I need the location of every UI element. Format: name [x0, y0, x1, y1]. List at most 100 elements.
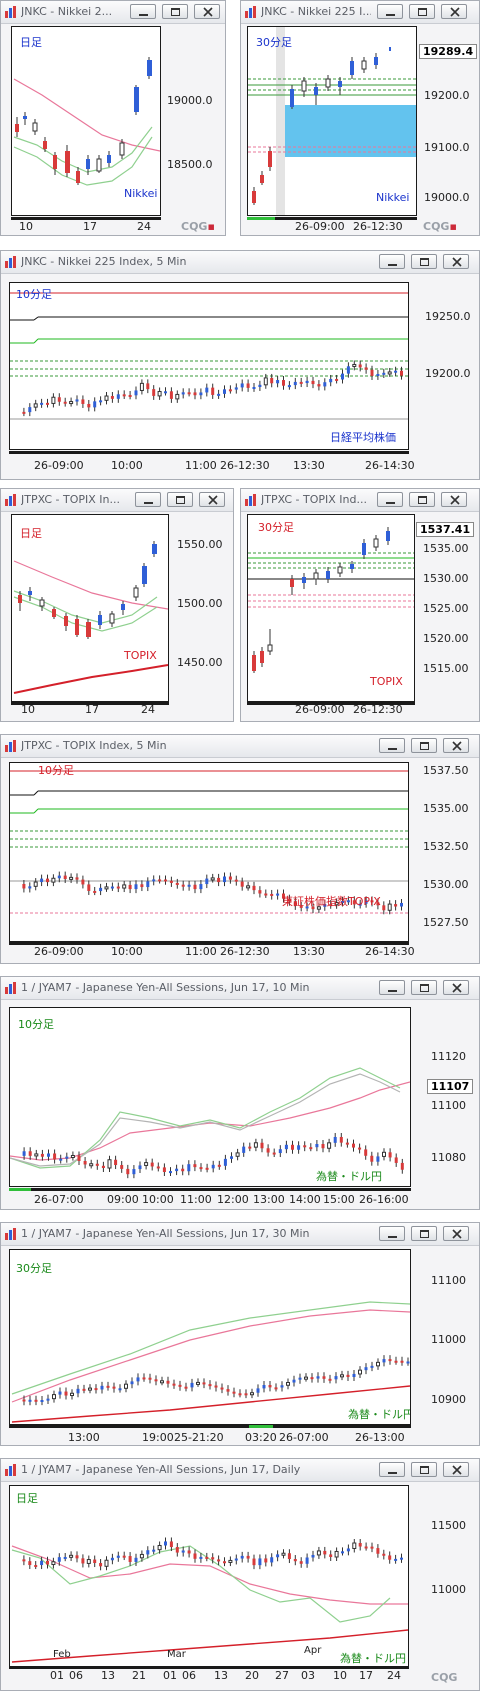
chart-window-topix-5min[interactable]: JTPXC - TOPIX Index, 5 Min 10分足 東証株価指数TO… — [0, 734, 480, 964]
close-button[interactable] — [443, 1462, 469, 1477]
window-titlebar[interactable]: JTPXC - TOPIX Index, 5 Min — [1, 735, 479, 758]
minimize-button[interactable] — [130, 4, 156, 19]
chart-window-yen-10min[interactable]: 1 / JYAM7 - Japanese Yen-All Sessions, J… — [0, 976, 480, 1210]
minimize-button[interactable] — [135, 492, 161, 507]
y-tick-label: 1525.00 — [423, 602, 469, 615]
maximize-button[interactable] — [411, 1226, 437, 1241]
x-tick-label: 26-07:00 — [279, 1431, 329, 1444]
candlestick-chart — [13, 57, 160, 186]
close-button[interactable] — [443, 738, 469, 753]
chart-app-icon — [5, 494, 16, 506]
symbol-label: TOPIX — [124, 649, 157, 662]
y-tick-label: 11120 — [431, 1050, 466, 1063]
time-axis-bar — [11, 217, 161, 220]
maximize-button[interactable] — [411, 1462, 437, 1477]
chart-window-topix-daily[interactable]: JTPXC - TOPIX In... — [0, 488, 234, 722]
period-label: 日足 — [20, 527, 42, 540]
candlestick-chart — [10, 770, 408, 915]
close-button[interactable] — [441, 492, 467, 507]
symbol-label: 為替・ドル円 — [340, 1652, 406, 1665]
candles — [252, 47, 391, 205]
symbol-label: 日経平均株価 — [330, 431, 396, 444]
chart-window-yen-daily[interactable]: 1 / JYAM7 - Japanese Yen-All Sessions, J… — [0, 1458, 480, 1691]
maximize-button[interactable] — [411, 254, 437, 269]
x-tick-label: 26-16:00 — [359, 1193, 409, 1206]
x-tick-label: 06 — [69, 1669, 83, 1682]
window-titlebar[interactable]: JNKC - Nikkei 225 Index, 5 Min — [1, 251, 479, 274]
candles — [22, 1355, 410, 1406]
x-tick-label: 26-07:00 — [34, 1193, 84, 1206]
x-tick-label: 26-12:30 — [220, 945, 270, 958]
y-tick-label: 19250.0 — [425, 310, 471, 323]
y-tick-label: 18500.0 — [167, 158, 213, 171]
y-tick-label: 10900 — [431, 1393, 466, 1406]
close-button[interactable] — [199, 492, 225, 507]
minimize-button[interactable] — [379, 254, 405, 269]
symbol-label: Nikkei — [376, 191, 410, 204]
x-tick-label: 10:00 — [142, 1193, 174, 1206]
window-titlebar[interactable]: JTPXC - TOPIX Ind... — [241, 489, 479, 512]
chart-window-topix-30min[interactable]: JTPXC - TOPIX Ind... — [240, 488, 480, 722]
chart-window-nikkei-5min[interactable]: JNKC - Nikkei 225 Index, 5 Min 10分足 日経平均… — [0, 250, 480, 480]
maximize-button[interactable] — [411, 738, 437, 753]
chart-plot-area[interactable]: 日足 TOPIX — [11, 514, 169, 702]
x-tick-label: 10 — [21, 703, 35, 716]
chart-plot-area[interactable]: 30分足 TOPIX — [247, 514, 415, 702]
maximize-button[interactable] — [167, 492, 193, 507]
chart-plot-area[interactable]: 10分足 東証株価指数TOPIX — [9, 762, 409, 942]
y-tick-label: 11100 — [431, 1099, 466, 1112]
minimize-button[interactable] — [379, 738, 405, 753]
chart-plot-area[interactable]: 30分足 為替・ドル円 — [9, 1249, 411, 1425]
close-button[interactable] — [443, 1226, 469, 1241]
x-tick-label: 26-14:30 — [365, 945, 415, 958]
time-axis-bar — [9, 451, 409, 454]
close-button[interactable] — [443, 254, 469, 269]
chart-app-icon — [5, 1228, 16, 1240]
maximize-button[interactable] — [409, 492, 435, 507]
chart-window-nikkei-30min[interactable]: JNKC - Nikkei 225 I... — [240, 0, 480, 236]
close-button[interactable] — [441, 4, 467, 19]
window-title: 1 / JYAM7 - Japanese Yen-All Sessions, J… — [21, 1463, 301, 1476]
chart-app-icon — [5, 982, 16, 994]
chart-plot-area[interactable]: 日足 Nikkei — [11, 26, 161, 216]
minimize-button[interactable] — [377, 4, 403, 19]
minimize-button[interactable] — [379, 1226, 405, 1241]
chart-plot-area[interactable]: 10分足 日経平均株価 — [9, 282, 409, 450]
time-axis-bar — [9, 1666, 409, 1669]
chart-plot-area[interactable]: 30分足 Nikkei — [247, 26, 417, 216]
time-axis-bar — [11, 702, 169, 705]
minimize-button[interactable] — [377, 492, 403, 507]
minimize-button[interactable] — [379, 980, 405, 995]
month-label: Feb — [53, 1649, 71, 1660]
window-titlebar[interactable]: 1 / JYAM7 - Japanese Yen-All Sessions, J… — [1, 1459, 479, 1482]
close-button[interactable] — [194, 4, 220, 19]
chart-app-icon — [245, 494, 256, 506]
window-titlebar[interactable]: JNKC - Nikkei 2... — [1, 1, 225, 24]
window-titlebar[interactable]: JTPXC - TOPIX In... — [1, 489, 233, 512]
chart-window-yen-30min[interactable]: 1 / JYAM7 - Japanese Yen-All Sessions, J… — [0, 1222, 480, 1446]
candlestick-chart — [248, 527, 414, 673]
maximize-button[interactable] — [162, 4, 188, 19]
x-tick-label: 09:00 — [107, 1193, 139, 1206]
x-tick-label: 01 — [50, 1669, 64, 1682]
window-titlebar[interactable]: JNKC - Nikkei 225 I... — [241, 1, 479, 24]
window-titlebar[interactable]: 1 / JYAM7 - Japanese Yen-All Sessions, J… — [1, 977, 479, 1000]
chart-plot-area[interactable]: 日足 為替・ドル円 — [9, 1485, 409, 1667]
window-titlebar[interactable]: 1 / JYAM7 - Japanese Yen-All Sessions, J… — [1, 1223, 479, 1246]
candlestick-chart — [10, 1067, 410, 1179]
close-button[interactable] — [443, 980, 469, 995]
maximize-button[interactable] — [411, 980, 437, 995]
maximize-button[interactable] — [409, 4, 435, 19]
chart-window-nikkei-daily[interactable]: JNKC - Nikkei 2... — [0, 0, 226, 236]
candles — [22, 871, 403, 915]
candlestick-chart — [10, 292, 408, 420]
y-tick-label: 1550.00 — [177, 538, 223, 551]
chart-plot-area[interactable]: 10分足 為替・ドル円 — [9, 1007, 411, 1187]
window-title: JNKC - Nikkei 225 I... — [261, 5, 371, 18]
chart-app-icon — [5, 6, 16, 18]
y-tick-label: 1535.00 — [423, 802, 469, 815]
y-tick-label: 1530.00 — [423, 878, 469, 891]
window-title: JTPXC - TOPIX Ind... — [261, 493, 367, 506]
minimize-button[interactable] — [379, 1462, 405, 1477]
period-label: 10分足 — [38, 764, 74, 777]
